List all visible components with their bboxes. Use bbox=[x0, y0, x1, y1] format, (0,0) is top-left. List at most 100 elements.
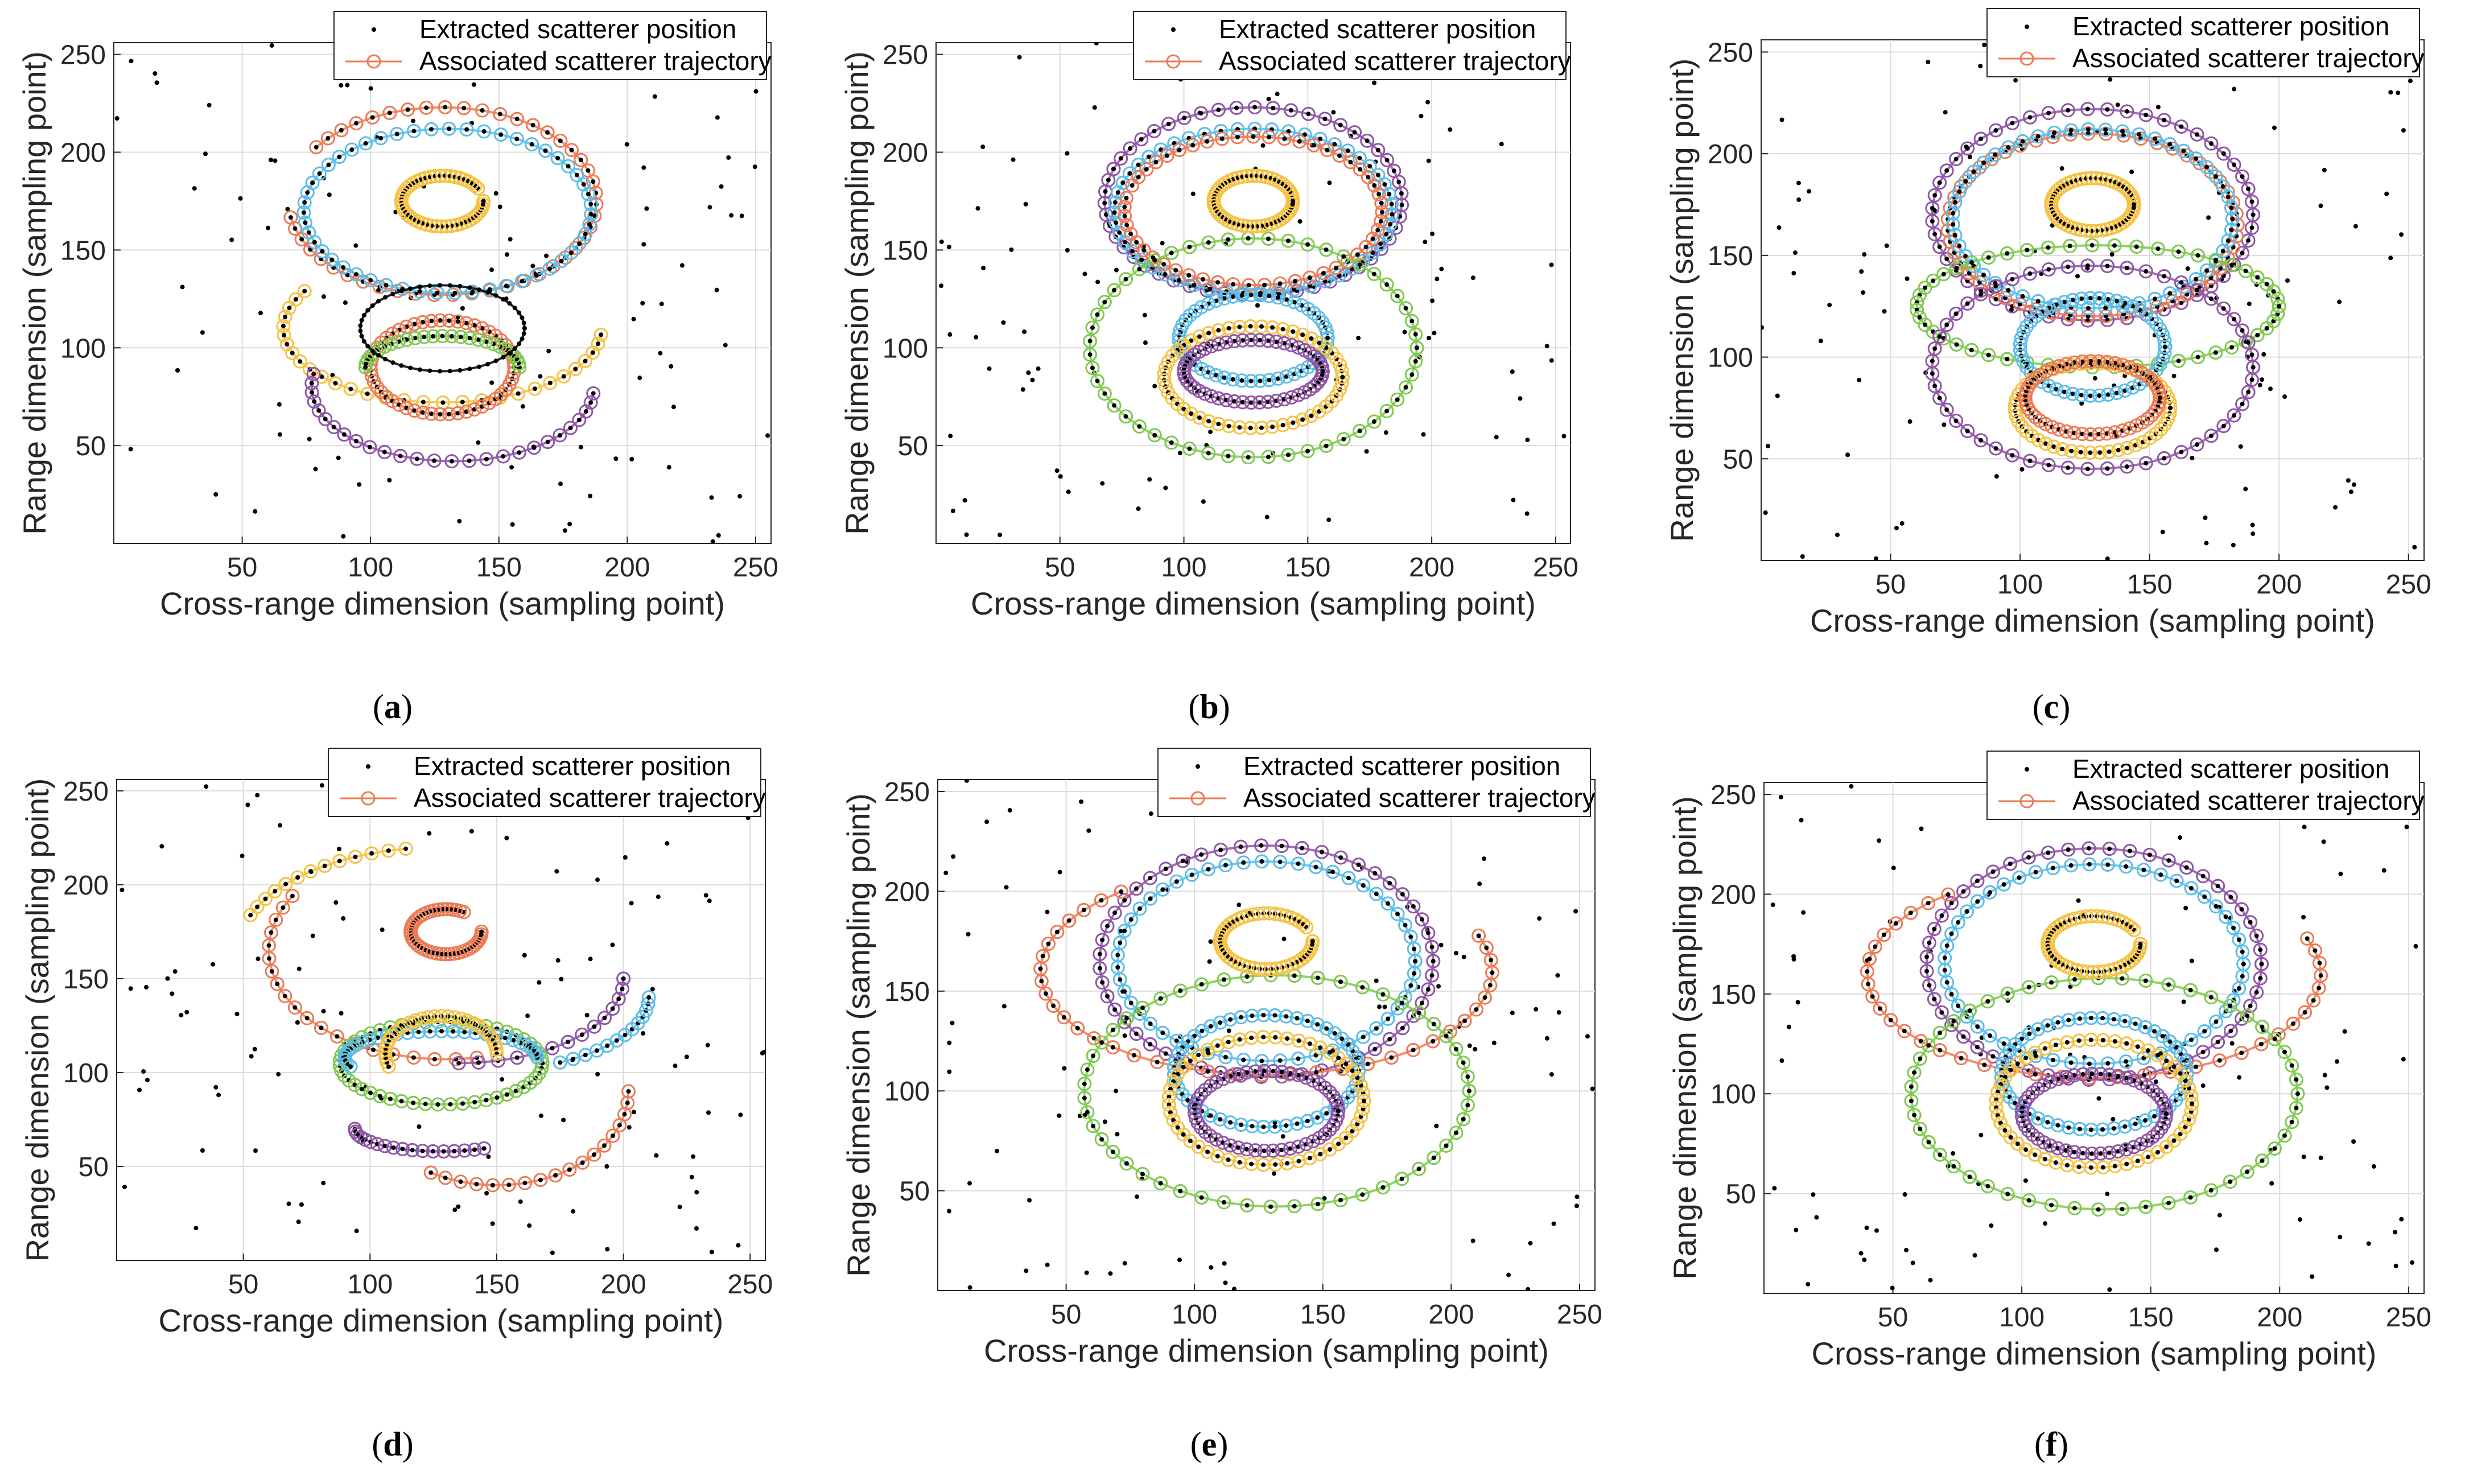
extracted-point bbox=[1007, 808, 1012, 813]
extracted-point bbox=[1435, 277, 1440, 282]
extracted-point bbox=[1761, 325, 1765, 330]
trajectory-marker bbox=[1287, 295, 1302, 310]
extracted-point bbox=[145, 1078, 150, 1083]
trajectory-marker bbox=[1319, 1021, 1334, 1036]
extracted-point bbox=[269, 43, 274, 48]
extracted-point bbox=[2229, 205, 2234, 211]
trajectory-marker bbox=[1243, 319, 1258, 333]
trajectory-marker bbox=[1248, 1064, 1263, 1079]
extracted-point bbox=[424, 105, 429, 110]
trajectory-marker bbox=[2083, 388, 2098, 403]
extracted-point bbox=[1061, 1015, 1066, 1020]
extracted-point bbox=[975, 206, 980, 211]
extracted-point bbox=[567, 522, 572, 527]
extracted-point bbox=[2250, 365, 2256, 370]
trajectory-marker bbox=[1262, 130, 1276, 145]
trajectory-marker bbox=[1427, 1151, 1441, 1165]
extracted-point bbox=[493, 293, 498, 298]
trajectory-marker bbox=[2212, 1053, 2227, 1068]
trajectory-marker bbox=[1302, 270, 1317, 285]
extracted-point bbox=[1942, 955, 1947, 961]
y-tick-label: 100 bbox=[883, 333, 928, 364]
extracted-point bbox=[2338, 871, 2343, 876]
extracted-point bbox=[689, 1174, 694, 1180]
trajectory-marker bbox=[2074, 445, 2088, 460]
extracted-point bbox=[200, 330, 205, 335]
trajectory-marker bbox=[486, 336, 501, 351]
extracted-point bbox=[517, 310, 522, 315]
extracted-point bbox=[669, 364, 674, 369]
extracted-point bbox=[2132, 202, 2137, 207]
trajectory-marker bbox=[1271, 371, 1285, 386]
extracted-point bbox=[654, 1153, 659, 1158]
extracted-point bbox=[2068, 128, 2074, 133]
trajectory-marker bbox=[1273, 1053, 1288, 1068]
extracted-point bbox=[2122, 300, 2128, 306]
trajectory-marker bbox=[529, 268, 544, 283]
extracted-point bbox=[1305, 1119, 1310, 1124]
trajectory-marker bbox=[1949, 414, 1964, 428]
data-layer bbox=[114, 43, 770, 543]
extracted-point bbox=[1231, 282, 1236, 287]
extracted-point bbox=[413, 336, 418, 341]
extracted-point bbox=[1239, 1122, 1244, 1127]
trajectory-marker bbox=[1329, 261, 1343, 275]
extracted-point bbox=[1474, 1007, 1479, 1012]
extracted-point bbox=[1549, 1072, 1554, 1077]
extracted-point bbox=[1173, 267, 1178, 273]
extracted-point bbox=[1907, 419, 1912, 424]
trajectory-marker bbox=[2100, 461, 2115, 476]
extracted-point bbox=[573, 366, 578, 372]
panel-caption: (e) bbox=[1190, 1425, 1229, 1463]
series-trajectory-7 bbox=[378, 1009, 504, 1074]
extracted-point bbox=[1327, 180, 1332, 186]
extracted-point bbox=[380, 928, 385, 933]
extracted-point bbox=[1360, 985, 1365, 990]
trajectory-marker bbox=[1106, 1023, 1120, 1037]
extracted-point bbox=[1544, 344, 1549, 349]
extracted-point bbox=[277, 402, 282, 407]
trajectory-marker bbox=[267, 884, 282, 898]
extracted-point bbox=[322, 863, 327, 868]
trajectory-marker bbox=[1304, 331, 1319, 346]
trajectory-marker bbox=[1253, 288, 1268, 303]
trajectory-marker bbox=[1988, 441, 2003, 456]
extracted-point bbox=[309, 381, 314, 386]
extracted-point bbox=[588, 493, 593, 498]
trajectory-marker bbox=[1375, 205, 1390, 220]
extracted-point bbox=[1387, 1037, 1392, 1042]
trajectory-marker bbox=[348, 850, 362, 864]
extracted-point bbox=[1186, 273, 1192, 278]
trajectory-marker bbox=[2126, 197, 2141, 212]
extracted-point bbox=[1082, 1095, 1087, 1100]
extracted-point bbox=[652, 94, 657, 99]
trajectory-marker bbox=[1201, 325, 1216, 340]
extracted-point bbox=[2027, 115, 2033, 120]
trajectory-marker bbox=[641, 990, 656, 1005]
extracted-point bbox=[1923, 285, 1928, 290]
extracted-point bbox=[464, 127, 469, 132]
trajectory-marker bbox=[561, 159, 576, 174]
trajectory-marker bbox=[1384, 197, 1399, 212]
extracted-point bbox=[1953, 311, 1959, 316]
extracted-point bbox=[360, 1086, 365, 1091]
trajectory-marker bbox=[1124, 996, 1139, 1011]
extracted-point bbox=[354, 272, 359, 277]
extracted-point bbox=[1827, 302, 1832, 307]
trajectory-line bbox=[1083, 974, 1470, 1208]
trajectory-marker bbox=[1283, 1066, 1297, 1081]
series-trajectory-6 bbox=[337, 1024, 545, 1074]
extracted-point bbox=[1214, 373, 1219, 378]
trajectory-marker bbox=[1865, 989, 1880, 1004]
trajectory-marker bbox=[2204, 990, 2219, 1005]
trajectory-marker bbox=[1370, 222, 1385, 237]
trajectory-marker bbox=[262, 951, 277, 966]
trajectory-marker bbox=[1153, 991, 1168, 1006]
trajectory-marker bbox=[2098, 122, 2113, 137]
extracted-point bbox=[1382, 182, 1387, 187]
trajectory-marker bbox=[423, 1165, 438, 1180]
trajectory-marker bbox=[2145, 373, 2159, 388]
trajectory-line bbox=[1163, 325, 1344, 430]
trajectory-marker bbox=[2225, 212, 2240, 226]
